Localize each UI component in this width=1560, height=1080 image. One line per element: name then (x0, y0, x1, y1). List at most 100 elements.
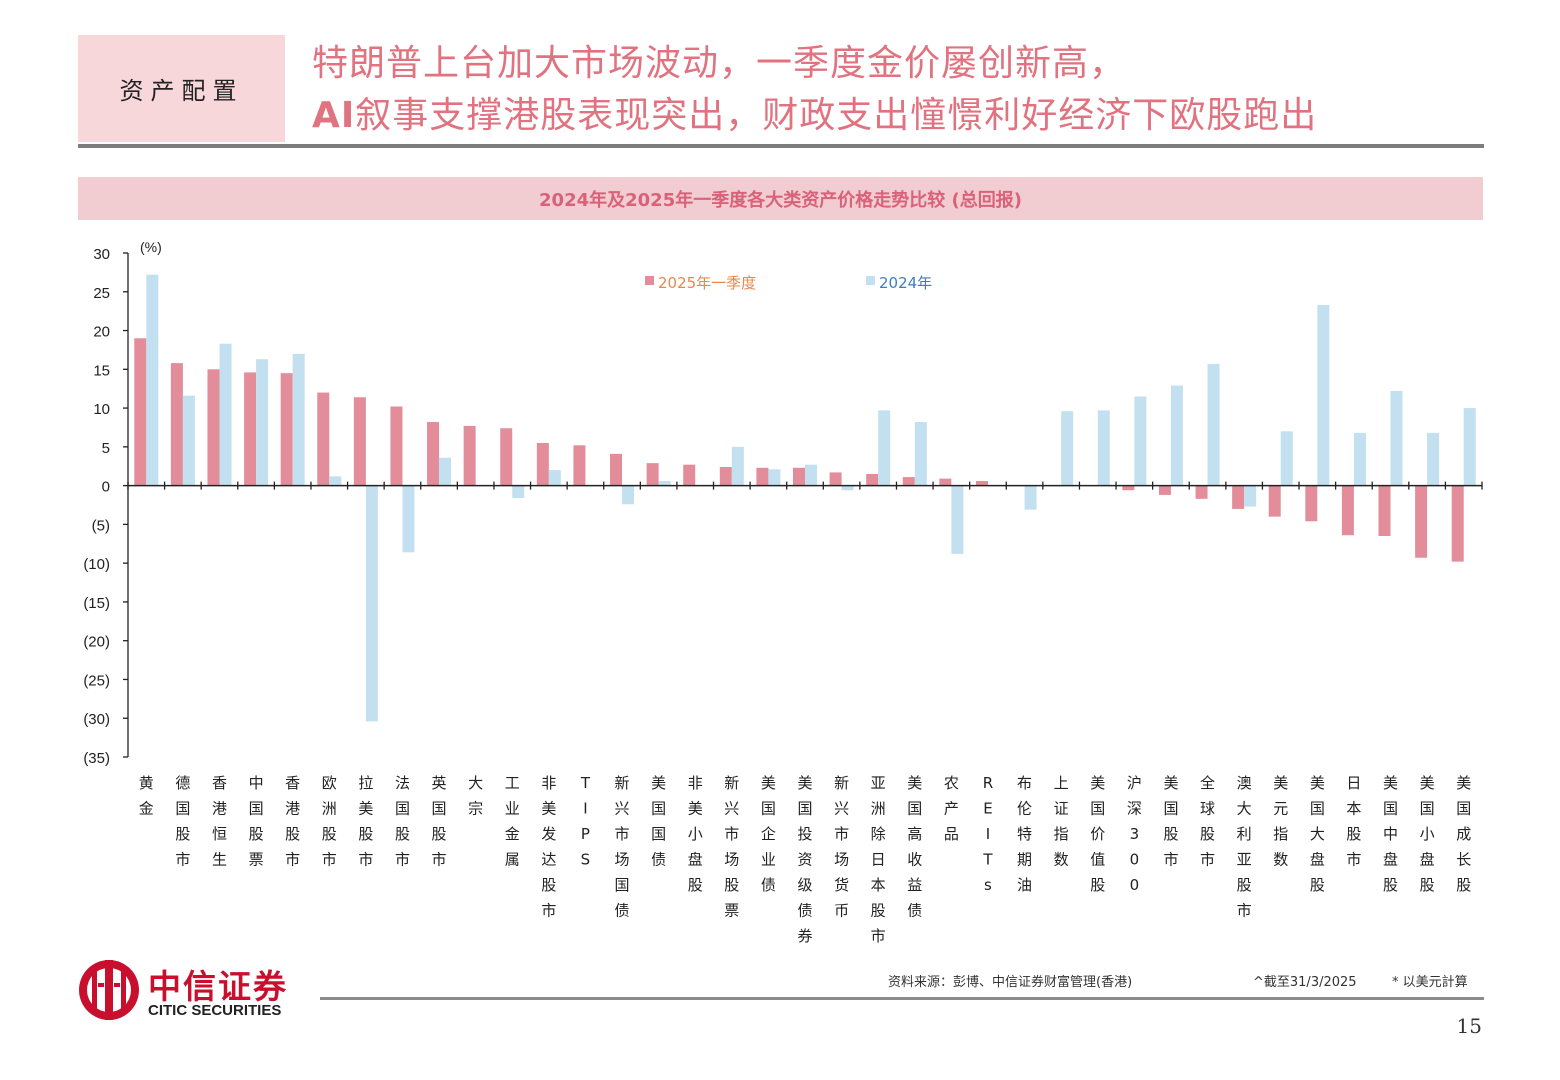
logo-text-cn: 中信证券 (148, 967, 288, 1006)
category-label: 美国企业债 (761, 774, 776, 894)
category-label: 非美小盘股 (688, 774, 703, 894)
bar-2025-q1 (536, 442, 549, 486)
bar-2025-q1 (756, 467, 769, 486)
bar-2024 (1244, 485, 1257, 507)
y-tick-label: (30) (83, 711, 110, 728)
bar-2024 (1170, 385, 1183, 486)
chart-title: 2024年及2025年一季度各大类资产价格走势比较 (总回报) (78, 177, 1483, 220)
bar-2024 (914, 422, 927, 486)
bar-2025-q1 (170, 363, 183, 486)
header-divider (78, 144, 1484, 148)
bar-2024 (1390, 391, 1403, 486)
category-label: 拉美股市 (358, 774, 373, 869)
y-tick-label: (10) (83, 556, 110, 573)
bar-2025-q1 (793, 467, 805, 486)
bar-2024 (805, 464, 817, 486)
category-label: 美国成长股 (1456, 774, 1471, 894)
bar-2025-q1 (353, 397, 366, 486)
asof-note: ^截至31/3/2025 (1253, 975, 1357, 990)
bar-2025-q1 (939, 478, 952, 486)
bar-2025-q1 (1305, 485, 1318, 522)
bar-2024 (622, 485, 635, 505)
y-tick-label: (15) (83, 595, 110, 612)
bar-2024 (182, 395, 195, 486)
bar-2024 (219, 343, 232, 486)
bar-2024 (878, 410, 891, 486)
currency-note: * 以美元計算 (1392, 975, 1468, 990)
bar-2024 (658, 480, 671, 486)
bar-2024 (1097, 410, 1110, 486)
category-label: 香港恒生 (212, 774, 227, 869)
source-note: 资料来源：彭博、中信证券财富管理(香港) (888, 975, 1133, 990)
bar-2024 (731, 446, 744, 486)
legend-label: 2025年一季度 (658, 274, 756, 292)
y-tick-label: 15 (93, 362, 110, 379)
category-label: 英国股市 (432, 774, 447, 869)
bar-2025-q1 (829, 472, 842, 486)
y-tick-label: 5 (102, 440, 110, 457)
bar-2025-q1 (1341, 485, 1354, 536)
y-tick-label: (20) (83, 634, 110, 651)
citic-logo-icon (79, 960, 139, 1020)
category-label: 美元指数 (1273, 774, 1288, 869)
y-tick-label: (25) (83, 672, 110, 689)
bar-2024 (1280, 431, 1293, 486)
bar-chart: 30 25 20 15 10 5 0 (5) (10) (15) (20) (25) (30) (35) (… (83, 239, 1483, 945)
category-label: 澳大利亚股市 (1237, 774, 1252, 920)
y-tick-label: 30 (93, 246, 110, 263)
category-label: 工业金属 (505, 774, 520, 869)
bar-2025-q1 (719, 467, 732, 486)
title-ai-prefix: AI (312, 95, 356, 136)
legend-swatch (645, 276, 654, 285)
bar-2025-q1 (610, 453, 623, 486)
bar-2024 (1427, 432, 1440, 486)
bar-2024 (256, 359, 269, 486)
y-tick-label: (35) (83, 750, 110, 767)
category-label: 法国股市 (395, 774, 410, 869)
bar-2024 (1061, 411, 1074, 486)
bar-2024 (292, 353, 305, 486)
bar-2024 (548, 470, 561, 486)
category-label: 欧洲股市 (322, 774, 337, 869)
bar-2024 (1134, 396, 1147, 486)
footer-divider (320, 997, 1484, 1000)
category-label: 新兴市场股票 (724, 774, 739, 920)
legend-swatch (866, 276, 875, 285)
section-tag: 资产配置 (78, 35, 285, 142)
bar-2025-q1 (1268, 485, 1281, 517)
category-label: 美国小盘股 (1420, 774, 1435, 894)
bar-2025-q1 (975, 480, 988, 486)
bar-2024 (402, 485, 415, 553)
bar-2025-q1 (1195, 485, 1208, 499)
bar-2025-q1 (427, 422, 440, 486)
category-label: 黄金 (139, 774, 154, 818)
category-label: 布伦特期油 (1017, 774, 1032, 894)
category-label: 美国大盘股 (1310, 774, 1325, 894)
bar-2024 (146, 274, 159, 486)
category-label: 美国国债 (651, 774, 666, 869)
category-label: 香港股市 (285, 774, 300, 869)
category-label: 美国股市 (1163, 774, 1178, 869)
y-tick-label: 25 (93, 285, 110, 302)
bar-2024 (768, 469, 781, 486)
category-label: 全球股市 (1200, 774, 1215, 869)
y-tick-label: 10 (93, 401, 110, 418)
logo-text-en: CITIC SECURITIES (148, 1002, 282, 1019)
bar-2024 (439, 457, 452, 486)
category-label: 美国价值股 (1090, 774, 1105, 894)
bar-2024 (841, 485, 854, 491)
category-label: 新兴市场国债 (615, 774, 630, 920)
bar-2025-q1 (902, 477, 915, 486)
bar-2025-q1 (1451, 485, 1464, 562)
bar-2025-q1 (1122, 485, 1135, 491)
y-unit-label: (%) (140, 239, 162, 255)
title-line-2: AI叙事支撑港股表现突出，财政支出憧憬利好经济下欧股跑出 (312, 90, 1542, 142)
bar-2025-q1 (683, 464, 696, 486)
bar-2024 (1207, 363, 1220, 486)
bar-2024 (951, 485, 964, 554)
y-tick-label: (5) (92, 517, 110, 534)
bar-2025-q1 (390, 406, 403, 486)
category-label: 日本股市 (1346, 774, 1361, 869)
